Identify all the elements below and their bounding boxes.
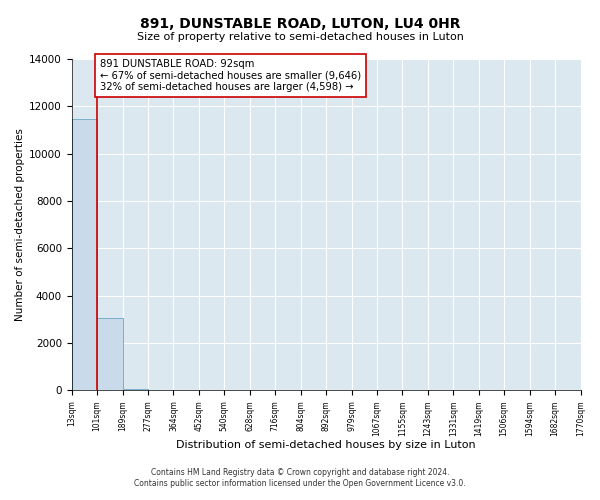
Text: Size of property relative to semi-detached houses in Luton: Size of property relative to semi-detach… [137,32,463,42]
Text: 891, DUNSTABLE ROAD, LUTON, LU4 0HR: 891, DUNSTABLE ROAD, LUTON, LU4 0HR [140,18,460,32]
Y-axis label: Number of semi-detached properties: Number of semi-detached properties [15,128,25,321]
Text: 891 DUNSTABLE ROAD: 92sqm
← 67% of semi-detached houses are smaller (9,646)
32% : 891 DUNSTABLE ROAD: 92sqm ← 67% of semi-… [100,59,361,92]
Text: Contains HM Land Registry data © Crown copyright and database right 2024.
Contai: Contains HM Land Registry data © Crown c… [134,468,466,487]
Bar [122,388,148,390]
X-axis label: Distribution of semi-detached houses by size in Luton: Distribution of semi-detached houses by … [176,440,476,450]
Bar [71,120,97,390]
Bar [97,318,122,390]
